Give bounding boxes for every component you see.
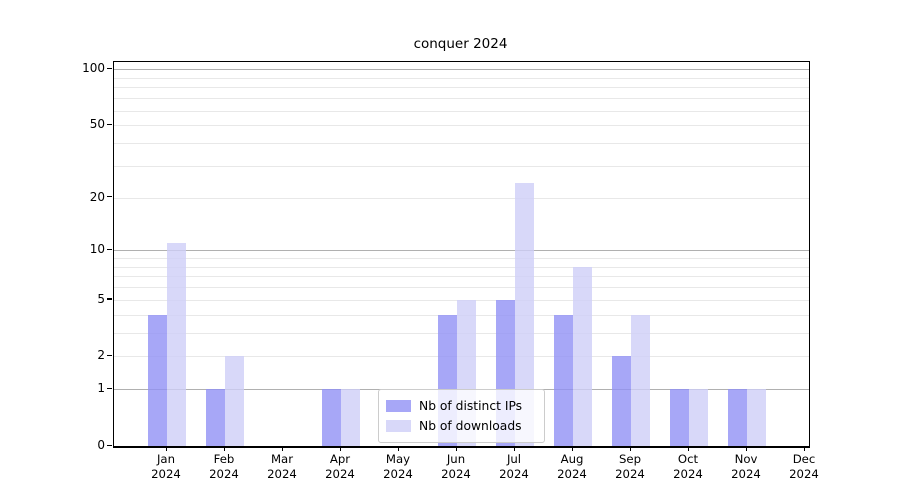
x-axis-tick-label: Oct 2024 bbox=[673, 452, 703, 481]
grid-line-minor bbox=[114, 98, 809, 100]
legend-swatch-downloads-icon bbox=[386, 419, 411, 432]
x-axis-tick-label: Dec 2024 bbox=[789, 452, 819, 481]
x-axis-tick-mark bbox=[455, 446, 457, 451]
grid-line-major bbox=[114, 69, 809, 71]
y-axis-tick-label: 50 bbox=[89, 117, 105, 132]
grid-line-minor bbox=[114, 266, 809, 268]
chart-title: conquer 2024 bbox=[413, 36, 508, 52]
legend: Nb of distinct IPs Nb of downloads bbox=[378, 389, 545, 443]
x-axis-tick-mark bbox=[687, 446, 689, 451]
x-axis-tick-mark bbox=[165, 446, 167, 451]
legend-label-downloads: Nb of downloads bbox=[419, 418, 522, 433]
grid-line-minor bbox=[114, 165, 809, 167]
y-axis-tick-label: 5 bbox=[97, 291, 105, 306]
bar-nb-of-downloads-jan-2024 bbox=[167, 243, 186, 446]
x-axis-tick-mark bbox=[223, 446, 225, 451]
x-axis-tick-mark bbox=[397, 446, 399, 451]
x-axis-tick-label: Jul 2024 bbox=[499, 452, 529, 481]
bar-nb-of-downloads-oct-2024 bbox=[689, 389, 708, 446]
bar-nb-of-downloads-jul-2024 bbox=[515, 183, 534, 446]
legend-label-distinct-ips: Nb of distinct IPs bbox=[419, 398, 523, 413]
bar-nb-of-distinct-ips-feb-2024 bbox=[206, 389, 225, 446]
x-axis-tick-label: Nov 2024 bbox=[731, 452, 761, 481]
x-axis-tick-mark bbox=[513, 446, 515, 451]
x-axis-tick-label: Feb 2024 bbox=[209, 452, 239, 481]
grid-line-minor bbox=[114, 258, 809, 260]
x-axis-tick-label: Aug 2024 bbox=[557, 452, 587, 481]
y-axis-tick-mark bbox=[107, 248, 112, 251]
grid-line-minor bbox=[114, 77, 809, 79]
bar-nb-of-downloads-sep-2024 bbox=[631, 314, 650, 446]
y-axis-tick-label: 0 bbox=[97, 438, 105, 452]
x-axis-tick-mark bbox=[571, 446, 573, 451]
bar-nb-of-distinct-ips-oct-2024 bbox=[670, 389, 689, 446]
plot-area bbox=[113, 61, 810, 448]
x-axis-tick-mark bbox=[803, 446, 805, 451]
bar-nb-of-distinct-ips-nov-2024 bbox=[728, 389, 747, 446]
x-axis-tick-mark bbox=[339, 446, 341, 451]
y-axis-tick-label: 10 bbox=[89, 242, 105, 257]
bar-nb-of-distinct-ips-sep-2024 bbox=[612, 356, 631, 446]
x-axis-tick-label: May 2024 bbox=[383, 452, 413, 481]
y-axis-tick-label: 20 bbox=[89, 189, 105, 204]
bar-nb-of-distinct-ips-jan-2024 bbox=[148, 314, 167, 446]
grid-line-major bbox=[114, 250, 809, 252]
x-axis-tick-label: Jan 2024 bbox=[151, 452, 181, 481]
x-axis-tick-mark bbox=[281, 446, 283, 451]
y-axis-tick-mark bbox=[107, 387, 112, 390]
legend-entry-distinct-ips: Nb of distinct IPs bbox=[386, 396, 535, 415]
y-axis-tick-label: 1 bbox=[97, 381, 105, 396]
grid-line-minor bbox=[114, 142, 809, 144]
x-axis-tick-label: Jun 2024 bbox=[441, 452, 471, 481]
x-axis-tick-label: Mar 2024 bbox=[267, 452, 297, 481]
grid-line-minor bbox=[114, 87, 809, 89]
bar-nb-of-downloads-nov-2024 bbox=[747, 389, 766, 446]
y-axis-tick-mark bbox=[107, 444, 112, 446]
grid-line-minor bbox=[114, 197, 809, 199]
grid-line-minor bbox=[114, 110, 809, 112]
x-axis-tick-label: Sep 2024 bbox=[615, 452, 645, 481]
x-axis-tick-mark bbox=[745, 446, 747, 451]
y-axis-tick-mark bbox=[107, 354, 112, 357]
grid-line-minor bbox=[114, 276, 809, 278]
grid-line-minor bbox=[114, 125, 809, 127]
y-axis-tick-label: 2 bbox=[97, 348, 105, 363]
y-axis-tick-mark bbox=[107, 298, 112, 300]
bar-nb-of-distinct-ips-apr-2024 bbox=[322, 389, 341, 446]
bar-nb-of-distinct-ips-aug-2024 bbox=[554, 314, 573, 446]
legend-swatch-distinct-ips-icon bbox=[386, 399, 411, 412]
grid-line-minor bbox=[114, 287, 809, 289]
y-axis-tick-mark bbox=[107, 67, 112, 70]
legend-entry-downloads: Nb of downloads bbox=[386, 416, 535, 435]
y-axis-tick-mark bbox=[107, 123, 112, 126]
y-axis-tick-mark bbox=[107, 196, 112, 198]
x-axis-tick-mark bbox=[629, 446, 631, 451]
bar-nb-of-downloads-feb-2024 bbox=[225, 356, 244, 446]
bar-nb-of-downloads-apr-2024 bbox=[341, 389, 360, 446]
bar-nb-of-downloads-aug-2024 bbox=[573, 266, 592, 446]
x-axis-tick-label: Apr 2024 bbox=[325, 452, 355, 481]
y-axis-tick-label: 100 bbox=[82, 61, 105, 76]
